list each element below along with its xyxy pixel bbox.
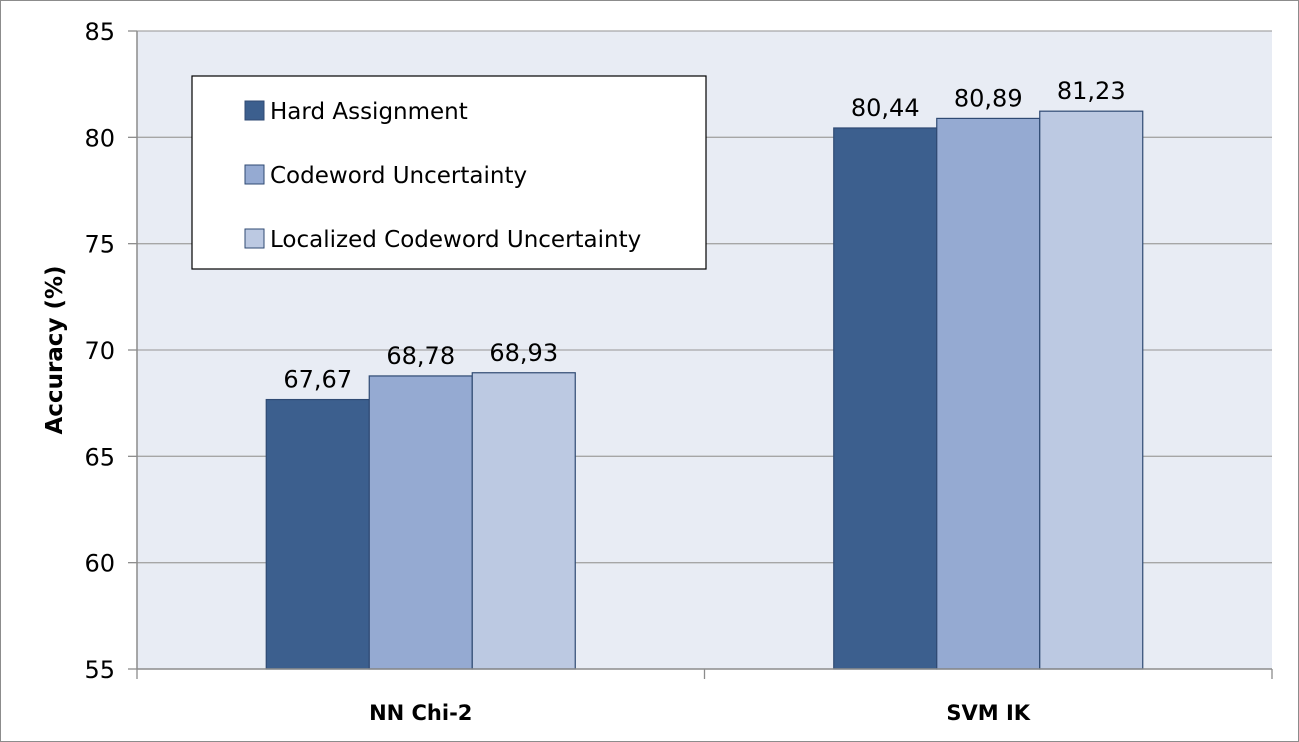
bar [368, 375, 473, 670]
data-label: 67,67 [283, 366, 352, 394]
y-tick-label: 60 [84, 550, 115, 578]
data-labels: 67,67 68,78 68,93 80,44 80,89 81,23 [283, 77, 1125, 393]
data-label: 80,44 [851, 94, 920, 122]
legend-label: Codeword Uncertainty [270, 163, 527, 189]
bar [833, 127, 938, 670]
legend-swatch [244, 228, 265, 249]
legend: Hard Assignment Codeword Uncertainty Local… [191, 75, 707, 270]
legend-box [191, 75, 707, 270]
data-label: 68,78 [386, 342, 455, 370]
y-tick-label: 65 [84, 443, 115, 471]
x-category-labels: NN Chi-2 SVM IK [369, 701, 1031, 725]
legend-label: Localized Codeword Uncertainty [270, 227, 641, 253]
y-tick-label: 85 [84, 18, 115, 46]
y-tick-label: 55 [84, 656, 115, 684]
data-label: 80,89 [954, 84, 1023, 112]
x-category-label: SVM IK [946, 701, 1030, 725]
bar [1039, 110, 1144, 670]
legend-label: Hard Assignment [270, 99, 468, 125]
y-tick-label: 70 [84, 337, 115, 365]
axes [136, 31, 1273, 679]
legend-swatch [244, 164, 265, 185]
bar [471, 372, 576, 670]
legend-swatch [244, 100, 265, 121]
data-label: 68,93 [489, 339, 558, 367]
y-tick-labels: 55 60 65 70 75 80 85 [84, 18, 115, 684]
bars [265, 110, 1144, 670]
y-tick-label: 75 [84, 231, 115, 259]
y-axis-title: Accuracy (%) [42, 265, 68, 434]
bar [936, 117, 1041, 670]
x-category-label: NN Chi-2 [369, 701, 472, 725]
y-tick-label: 80 [84, 124, 115, 152]
bar [265, 398, 370, 670]
data-label: 81,23 [1057, 77, 1126, 105]
